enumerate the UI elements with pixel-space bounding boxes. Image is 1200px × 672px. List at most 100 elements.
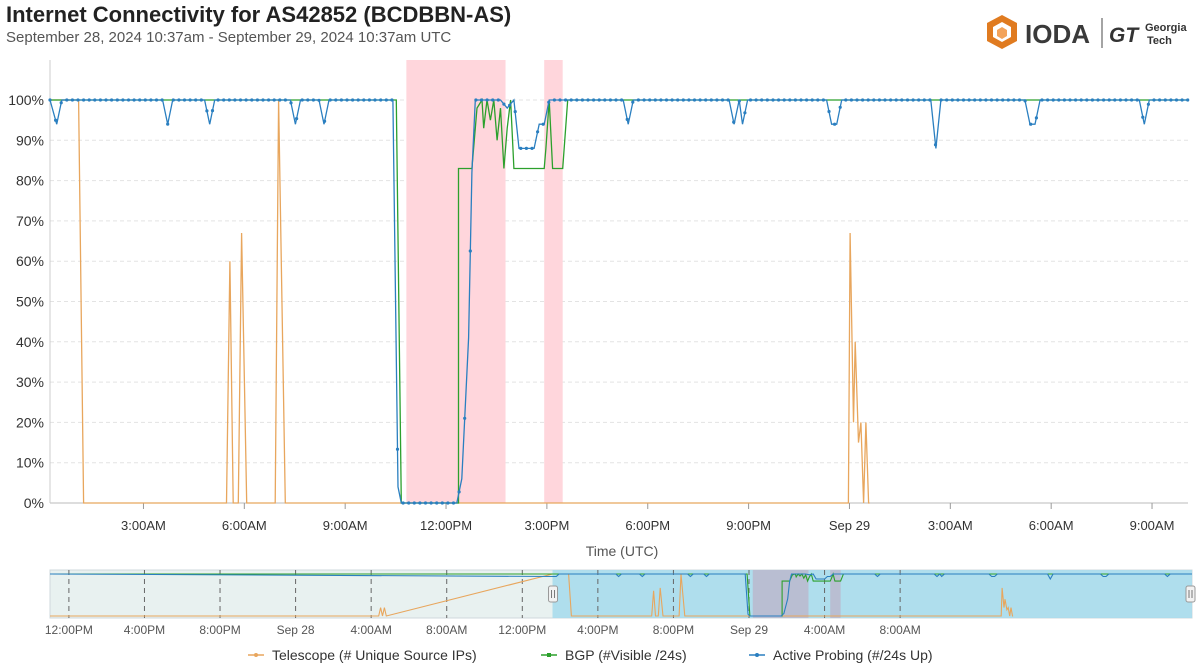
ioda-georgia-tech-logo[interactable]: IODA GT Georgia Tech [985, 12, 1195, 54]
probing-point [1113, 98, 1117, 102]
probing-point [110, 98, 114, 102]
y-tick-label: 40% [16, 334, 44, 350]
probing-point [166, 122, 170, 126]
navigator-tick-label: 8:00PM [653, 623, 694, 637]
probing-point [760, 98, 764, 102]
probing-point [311, 98, 315, 102]
probing-point [210, 109, 215, 113]
chart-title: Internet Connectivity for AS42852 (BCDBB… [6, 2, 512, 27]
probing-point [138, 98, 142, 102]
probing-point [435, 501, 439, 505]
probing-point [222, 98, 226, 102]
navigator-series-1 [50, 573, 1014, 617]
gt-logo-mark: GT [1109, 24, 1140, 47]
series-layer [48, 97, 1190, 505]
navigator-tick-label: Sep 28 [277, 623, 315, 637]
navigator-tick-label: 4:00AM [804, 623, 845, 637]
probing-point [922, 98, 926, 102]
probing-point [648, 98, 652, 102]
handle-box[interactable] [1185, 585, 1196, 603]
probing-point [216, 98, 220, 102]
navigator-handle-right[interactable] [1185, 585, 1196, 603]
probing-point [479, 98, 484, 102]
probing-point [250, 98, 254, 102]
probing-point [592, 98, 596, 102]
probing-point [255, 98, 259, 102]
probing-point [468, 249, 472, 253]
probing-point [692, 98, 697, 102]
probing-point [339, 98, 343, 102]
probing-point [872, 98, 876, 102]
probing-point [687, 98, 691, 102]
probing-point [317, 98, 321, 102]
probing-point [838, 105, 842, 109]
probing-point [362, 98, 366, 102]
probing-point [995, 98, 999, 102]
probing-point [356, 98, 360, 102]
navigator-handle-left[interactable] [548, 585, 559, 603]
handle-box[interactable] [548, 585, 559, 603]
legend-label: BGP (#Visible /24s) [565, 647, 687, 663]
probing-point [1074, 98, 1078, 102]
probing-point [65, 98, 69, 102]
navigator-selection[interactable] [552, 570, 1192, 618]
probing-point [261, 98, 265, 102]
probing-point [642, 98, 646, 102]
probing-point [143, 98, 147, 102]
probing-point [564, 98, 568, 102]
probing-point [530, 146, 534, 150]
y-tick-label: 80% [16, 173, 44, 189]
probing-point [177, 98, 181, 102]
probing-point [171, 98, 175, 102]
probing-point [737, 99, 741, 103]
y-tick-label: 30% [16, 374, 44, 390]
y-tick-label: 50% [16, 294, 44, 310]
y-tick-label: 90% [16, 132, 44, 148]
legend-item-2[interactable]: BGP (#Visible /24s) [541, 647, 687, 663]
legend-item-1[interactable]: Telescope (# Unique Source IPs) [248, 647, 477, 663]
probing-point [833, 122, 837, 126]
probing-point [1085, 98, 1089, 102]
probing-point [799, 98, 803, 102]
probing-point [1180, 98, 1184, 102]
navigator[interactable]: 12:00PM 4:00PM 8:00PM Sep 28 4:00AM 8:00AM 12:… [45, 569, 1196, 637]
probing-point [788, 98, 792, 102]
probing-point [205, 109, 209, 113]
probing-point [917, 98, 921, 102]
probing-point [390, 98, 394, 102]
legend-label: Telescope (# Unique Source IPs) [272, 647, 477, 663]
probing-point [429, 501, 433, 505]
probing-point [76, 98, 80, 102]
probing-point [1029, 122, 1033, 126]
probing-point [1090, 98, 1094, 102]
probing-point [1174, 98, 1179, 102]
probing-point [726, 98, 730, 102]
probing-point [132, 98, 136, 102]
probing-point [849, 98, 854, 102]
probing-point [278, 98, 282, 102]
probing-point [508, 103, 512, 107]
probing-point [939, 98, 943, 102]
probing-point [720, 98, 725, 102]
probing-point [989, 98, 994, 102]
series-line-1 [50, 99, 870, 504]
outage-bands [406, 60, 563, 503]
x-tick-label: 3:00AM [928, 518, 973, 533]
probing-point [1158, 98, 1162, 102]
probing-point [306, 98, 310, 102]
legend: Telescope (# Unique Source IPs) BGP (#Vis… [248, 647, 933, 663]
navigator-tick-label: 12:00PM [45, 623, 93, 637]
probing-point [1169, 98, 1173, 102]
probing-point [1141, 115, 1145, 119]
ioda-logo-text: IODA [1025, 19, 1090, 49]
legend-item-3[interactable]: Active Probing (#/24s Up) [749, 647, 933, 663]
probing-point [1034, 116, 1038, 120]
probing-point [474, 98, 478, 102]
probing-point [491, 98, 495, 102]
probing-point [367, 98, 371, 102]
probing-point [87, 98, 91, 102]
probing-point [199, 98, 203, 102]
probing-point [93, 98, 97, 102]
navigator-tick-label: Sep 29 [730, 623, 768, 637]
probing-point [541, 122, 545, 126]
